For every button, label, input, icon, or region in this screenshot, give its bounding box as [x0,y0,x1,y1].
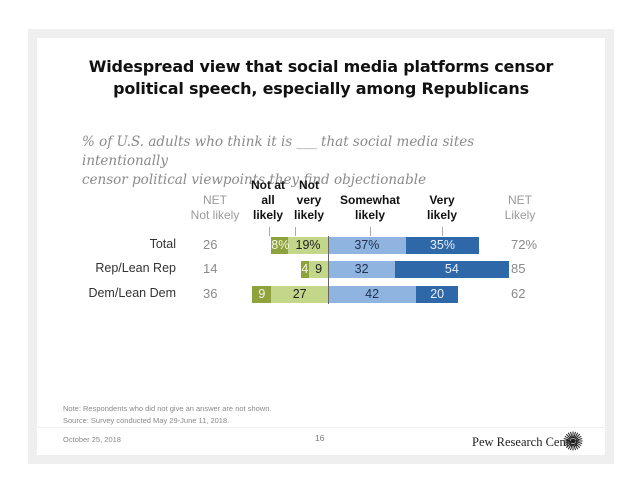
bar-very-likely-total: 35% [405,237,480,254]
header-net-likely: NET Likely [495,193,545,223]
logo-ray [574,442,581,449]
logo-ray [564,442,571,447]
logo-ray [574,443,579,450]
header-tick-not-very [295,227,296,236]
logo-ray [574,433,581,440]
header-text: all [261,193,275,207]
bar-not-at-all-likely-rep: 4 [300,261,310,278]
header-not-very-likely: Not very likely [289,178,329,223]
header-text: Not likely [190,208,240,222]
chart-subtitle: % of U.S. adults who think it is ___ tha… [82,133,542,190]
bar-value-label: 9 [258,287,266,301]
row-label-dem: Dem/Lean Dem [88,286,176,300]
header-text: very [296,193,322,207]
header-text: Somewhat [339,193,400,207]
bar-value-label: 32 [354,262,369,276]
logo-ray [567,432,572,439]
logo-ray [575,441,583,444]
bar-not-very-likely-dem: 27 [271,286,328,303]
logo-center [570,438,576,444]
header-net-not-likely: NET Not likely [185,193,245,223]
subtitle-line-1: % of U.S. adults who think it is ___ tha… [82,134,475,169]
bar-value-label: 37% [354,238,380,252]
header-text: likely [426,208,458,222]
title-line-1: Widespread view that social media platfo… [88,57,554,76]
slide-title: Widespread view that social media platfo… [37,56,605,100]
header-text: Not at [251,178,285,192]
bar-value-label: 20 [430,287,445,301]
logo-ray [575,435,582,440]
bar-value-label: 9 [315,262,323,276]
header-text: Not [299,178,319,192]
bar-value-label: 19% [295,238,321,252]
logo-ray [575,442,582,447]
brand-name: Pew Research Center [472,435,579,449]
header-text: likely [252,208,284,222]
bar-value-label: 8% [271,238,290,252]
bar-value-label: 35% [429,238,455,252]
header-text: likely [293,208,325,222]
header-text: likely [354,208,386,222]
pew-sunburst-logo-icon [563,431,583,451]
header-text: NET [508,193,532,207]
header-somewhat-likely: Somewhat likely [330,193,410,223]
chart-note: Note: Respondents who did not give an an… [63,404,272,413]
header-text: Likely [504,208,536,222]
header-not-at-all-likely: Not at all likely [245,178,291,223]
header-very-likely: Very likely [407,193,477,223]
net-likely-dem: 62 [511,286,526,301]
logo-ray [575,438,583,441]
bar-very-likely-rep: 54 [395,261,509,278]
bar-value-label: 4 [301,262,309,276]
logo-ray [573,431,576,439]
bar-very-likely-dem: 20 [416,286,459,303]
logo-ray [570,431,573,439]
subtitle-line-2: censor political viewpoints they find ob… [82,172,427,188]
bar-not-at-all-likely-total: 8% [271,237,290,254]
header-tick-somewhat [370,227,371,236]
row-label-rep: Rep/Lean Rep [95,261,176,275]
net-likely-total: 72% [511,237,538,252]
bar-value-label: 42 [365,287,380,301]
logo-ray [565,442,572,449]
page-number: 16 [315,433,325,443]
title-line-2: political speech, especially among Repub… [113,79,529,98]
bar-not-at-all-likely-dem: 9 [252,286,272,303]
logo-ray [563,441,571,444]
net-not-likely-dem: 36 [203,286,218,301]
chart-source: Source: Survey conducted May 29-June 11,… [63,416,230,425]
zero-axis-line [328,236,329,304]
net-not-likely-total: 26 [203,237,218,252]
diverging-bar-chart: NET Not likely Not at all likely Not ver… [37,38,605,455]
net-likely-rep: 85 [511,261,526,276]
footer-divider [37,427,605,428]
header-text: Very [429,193,455,207]
bar-somewhat-likely-rep: 32 [328,261,396,278]
logo-ray [570,443,573,451]
slide: Widespread view that social media platfo… [37,38,605,455]
bar-not-very-likely-rep: 9 [309,261,328,278]
bar-value-label: 54 [444,262,459,276]
logo-ray [574,432,579,439]
net-not-likely-rep: 14 [203,261,218,276]
header-tick-very [442,227,443,236]
logo-ray [567,443,572,450]
logo-ray [564,435,571,440]
logo-ray [563,438,571,441]
bar-value-label: 27 [292,287,307,301]
header-text: NET [203,193,227,207]
row-label-total: Total [149,237,176,251]
bar-not-very-likely-total: 19% [288,237,328,254]
logo-ray [573,443,576,451]
slide-date: October 25, 2018 [63,435,121,444]
header-tick-not-at-all [269,227,270,236]
logo-ray [565,433,572,440]
bar-somewhat-likely-total: 37% [328,237,406,254]
bar-somewhat-likely-dem: 42 [328,286,417,303]
